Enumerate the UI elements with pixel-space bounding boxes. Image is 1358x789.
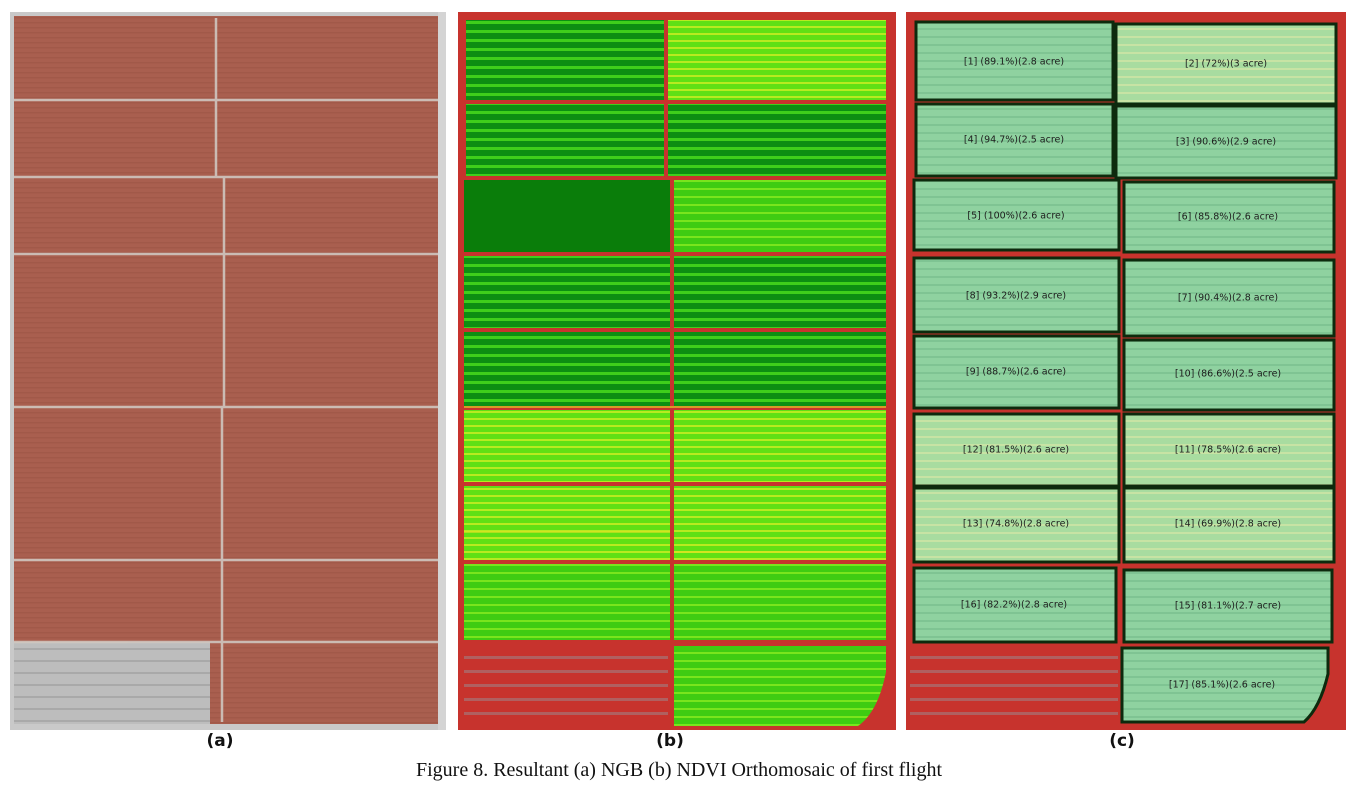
- plot-label-7: [7] (90.4%)(2.8 acre): [1177, 292, 1279, 304]
- plot-label-9: [9] (88.7%)(2.6 acre): [965, 366, 1067, 378]
- plot-label-11: [11] (78.5%)(2.6 acre): [1174, 444, 1282, 456]
- plot-label-17: [17] (85.1%)(2.6 acre): [1168, 679, 1276, 691]
- plot-label-1: [1] (89.1%)(2.8 acre): [963, 56, 1065, 68]
- plot-label-10: [10] (86.6%)(2.5 acre): [1174, 368, 1282, 380]
- plot-label-15: [15] (81.1%)(2.7 acre): [1174, 600, 1282, 612]
- plot-label-16: [16] (82.2%)(2.8 acre): [960, 599, 1068, 611]
- panel-label-c: (c): [1109, 731, 1135, 751]
- figure-caption: Figure 8. Resultant (a) NGB (b) NDVI Ort…: [415, 759, 942, 781]
- plot-label-4: [4] (94.7%)(2.5 acre): [963, 134, 1065, 146]
- ndvi-orthomosaic-panel: [458, 12, 896, 730]
- plot-label-3: [3] (90.6%)(2.9 acre): [1175, 136, 1277, 148]
- plot-label-6: [6] (85.8%)(2.6 acre): [1177, 211, 1279, 223]
- plot-label-14: [14] (69.9%)(2.8 acre): [1174, 518, 1282, 530]
- plot-label-5: [5] (100%)(2.6 acre): [967, 210, 1065, 222]
- ndvi-plots-image: [906, 12, 1346, 730]
- plot-label-2: [2] (72%)(3 acre): [1184, 58, 1268, 70]
- ndvi-plots-panel: [1] (89.1%)(2.8 acre) [2] (72%)(3 acre) …: [906, 12, 1346, 730]
- ndvi-orthomosaic-image: [458, 12, 896, 730]
- plot-label-8: [8] (93.2%)(2.9 acre): [965, 290, 1067, 302]
- plot-label-13: [13] (74.8%)(2.8 acre): [962, 518, 1070, 530]
- plot-label-12: [12] (81.5%)(2.6 acre): [962, 444, 1070, 456]
- panel-label-b: (b): [656, 731, 684, 751]
- ngb-orthomosaic-panel: [10, 12, 446, 730]
- ngb-orthomosaic-image: [10, 12, 446, 730]
- panel-label-a: (a): [206, 731, 234, 751]
